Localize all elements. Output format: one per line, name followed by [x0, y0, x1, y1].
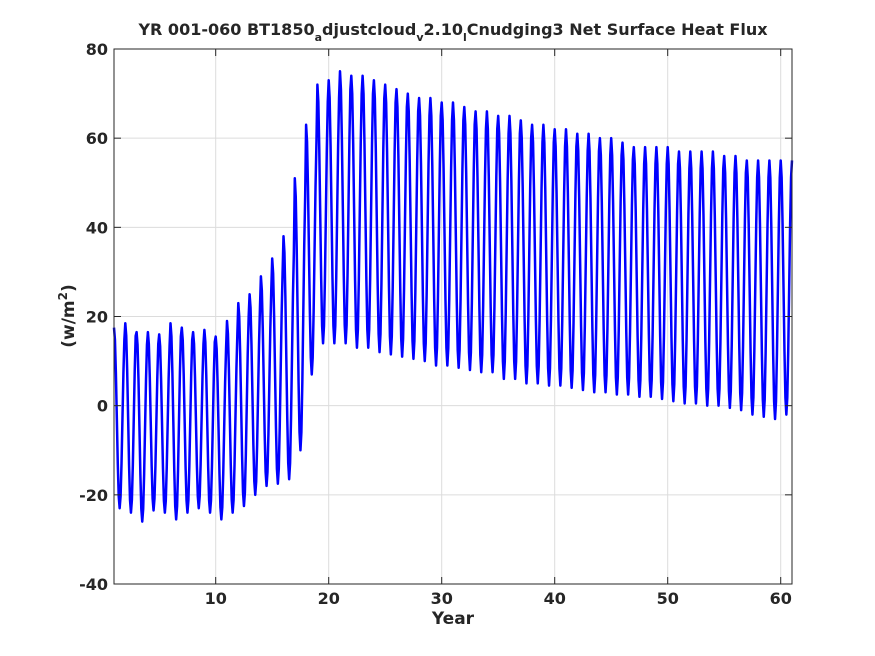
title-part: v — [416, 31, 424, 44]
x-axis-label: Year — [431, 609, 475, 629]
title-part: l — [463, 31, 467, 44]
title-part: Cnudging3 Net Surface Heat Flux — [467, 20, 768, 39]
chart-title: YR 001-060 BT1850adjustcloudv2.10lCnudgi… — [137, 20, 768, 44]
y-tick-label: 80 — [86, 40, 108, 59]
x-tick-label: 10 — [205, 589, 227, 608]
series-group — [112, 70, 794, 523]
series-line — [112, 70, 794, 523]
title-part: YR 001-060 BT1850 — [137, 20, 314, 39]
y-tick-label: 0 — [97, 397, 108, 416]
x-tick-label: 20 — [318, 589, 340, 608]
title-part: a — [315, 31, 322, 44]
y-tick-label: 60 — [86, 129, 108, 148]
x-tick-label: 30 — [431, 589, 453, 608]
x-tick-label: 50 — [657, 589, 679, 608]
y-axis-label: (w/m2) — [56, 284, 79, 348]
y-tick-label: -20 — [79, 486, 108, 505]
x-tick-label: 40 — [544, 589, 566, 608]
y-tick-label: 20 — [86, 308, 108, 327]
y-tick-label: 40 — [86, 218, 108, 237]
title-part: djustcloud — [322, 20, 416, 39]
title-part: 2.10 — [424, 20, 463, 39]
x-tick-label: 60 — [770, 589, 792, 608]
ticks: 10 20 30 40 50 60 -40 -20 0 20 40 60 80 — [79, 40, 792, 608]
y-tick-label: -40 — [79, 575, 108, 594]
